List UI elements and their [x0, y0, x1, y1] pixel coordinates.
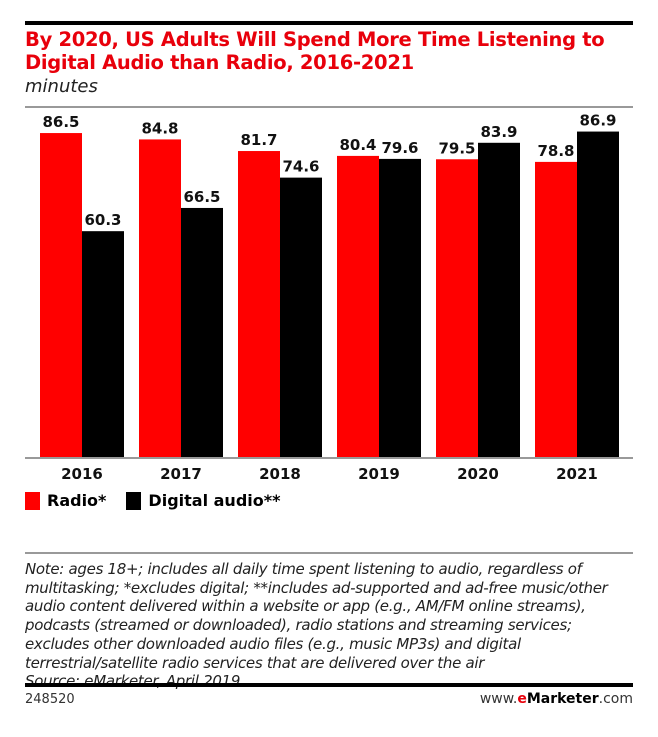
legend-swatch-radio	[25, 491, 40, 510]
bar-digital-2020	[478, 142, 520, 457]
divider	[25, 552, 633, 554]
bar-radio-2021	[535, 161, 577, 458]
bar-digital-2016	[82, 231, 124, 457]
note-text: Note: ages 18+; includes all daily time …	[25, 560, 608, 672]
bar-digital-2019	[379, 158, 421, 457]
bar-chart: 86.5 60.3 2016 84.8 66.5 2017 81.7 74.6 2018 80.4…	[25, 112, 633, 483]
notes: Note: ages 18+; includes all daily time …	[25, 560, 640, 691]
data-label: 66.5	[183, 188, 220, 206]
bar-digital-2021	[577, 131, 619, 457]
divider	[25, 106, 633, 108]
bar-digital-2017	[181, 207, 223, 457]
data-label: 79.5	[438, 139, 475, 157]
data-label: 86.9	[579, 112, 616, 130]
x-tick-label: 2017	[160, 465, 202, 483]
data-label: 78.8	[537, 142, 574, 160]
bar-digital-2018	[280, 177, 322, 458]
bottom-rule	[25, 683, 633, 687]
brand-logo: www.eMarketer.com	[479, 691, 633, 707]
data-label: 60.3	[84, 211, 121, 229]
legend-swatch-digital	[126, 491, 142, 510]
bar-radio-2019	[337, 155, 379, 458]
data-label: 80.4	[339, 136, 376, 154]
legend: Radio* Digital audio**	[25, 491, 280, 510]
chart-id: 248520	[25, 692, 75, 707]
x-tick-label: 2019	[358, 465, 400, 483]
bar-radio-2018	[238, 151, 280, 457]
bar-radio-2016	[40, 133, 82, 457]
chart-subtitle: minutes	[25, 76, 98, 97]
data-label: 74.6	[282, 158, 319, 176]
data-label: 79.6	[381, 139, 418, 157]
legend-label-digital: Digital audio**	[148, 491, 281, 510]
data-label: 83.9	[480, 123, 517, 141]
source-text: Source: eMarketer, April 2019	[25, 672, 241, 691]
x-tick-label: 2021	[556, 465, 598, 483]
x-tick-label: 2016	[61, 465, 103, 483]
data-label: 81.7	[240, 131, 277, 149]
chart-title: By 2020, US Adults Will Spend More Time …	[25, 28, 605, 74]
legend-label-radio: Radio*	[47, 491, 107, 510]
bar-radio-2017	[139, 139, 181, 457]
top-rule	[25, 21, 633, 25]
data-label: 84.8	[141, 119, 178, 137]
x-axis-line	[25, 457, 633, 459]
x-tick-label: 2020	[457, 465, 499, 483]
data-label: 86.5	[42, 113, 79, 131]
x-tick-label: 2018	[259, 465, 301, 483]
bar-radio-2020	[436, 159, 478, 457]
